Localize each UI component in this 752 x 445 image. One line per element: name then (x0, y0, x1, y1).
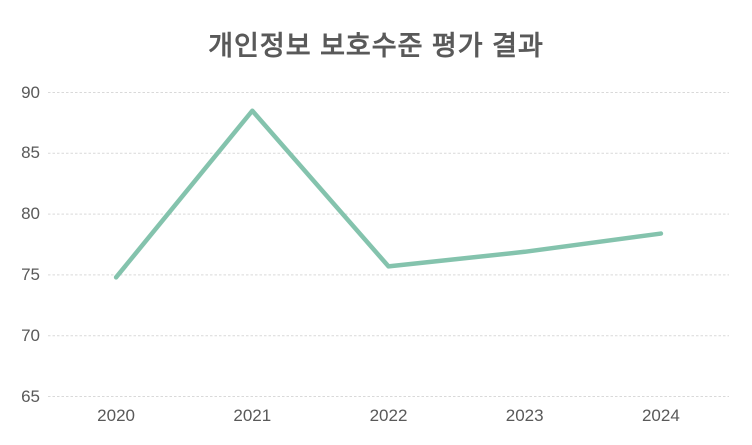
chart-title: 개인정보 보호수준 평가 결과 (208, 31, 544, 61)
x-tick-label: 2024 (641, 406, 680, 425)
y-tick-label: 80 (21, 204, 40, 224)
x-tick-label: 2021 (233, 406, 272, 425)
data-series-line (113, 108, 664, 280)
y-tick-label: 65 (21, 386, 40, 406)
y-tick-label: 70 (21, 325, 40, 345)
y-tick-label: 85 (21, 143, 40, 163)
x-tick-label: 2022 (369, 406, 408, 425)
y-tick-label: 90 (21, 82, 40, 102)
x-tick-label: 2020 (97, 406, 135, 425)
y-tick-label: 75 (21, 264, 40, 284)
x-tick-label: 2023 (505, 406, 544, 425)
